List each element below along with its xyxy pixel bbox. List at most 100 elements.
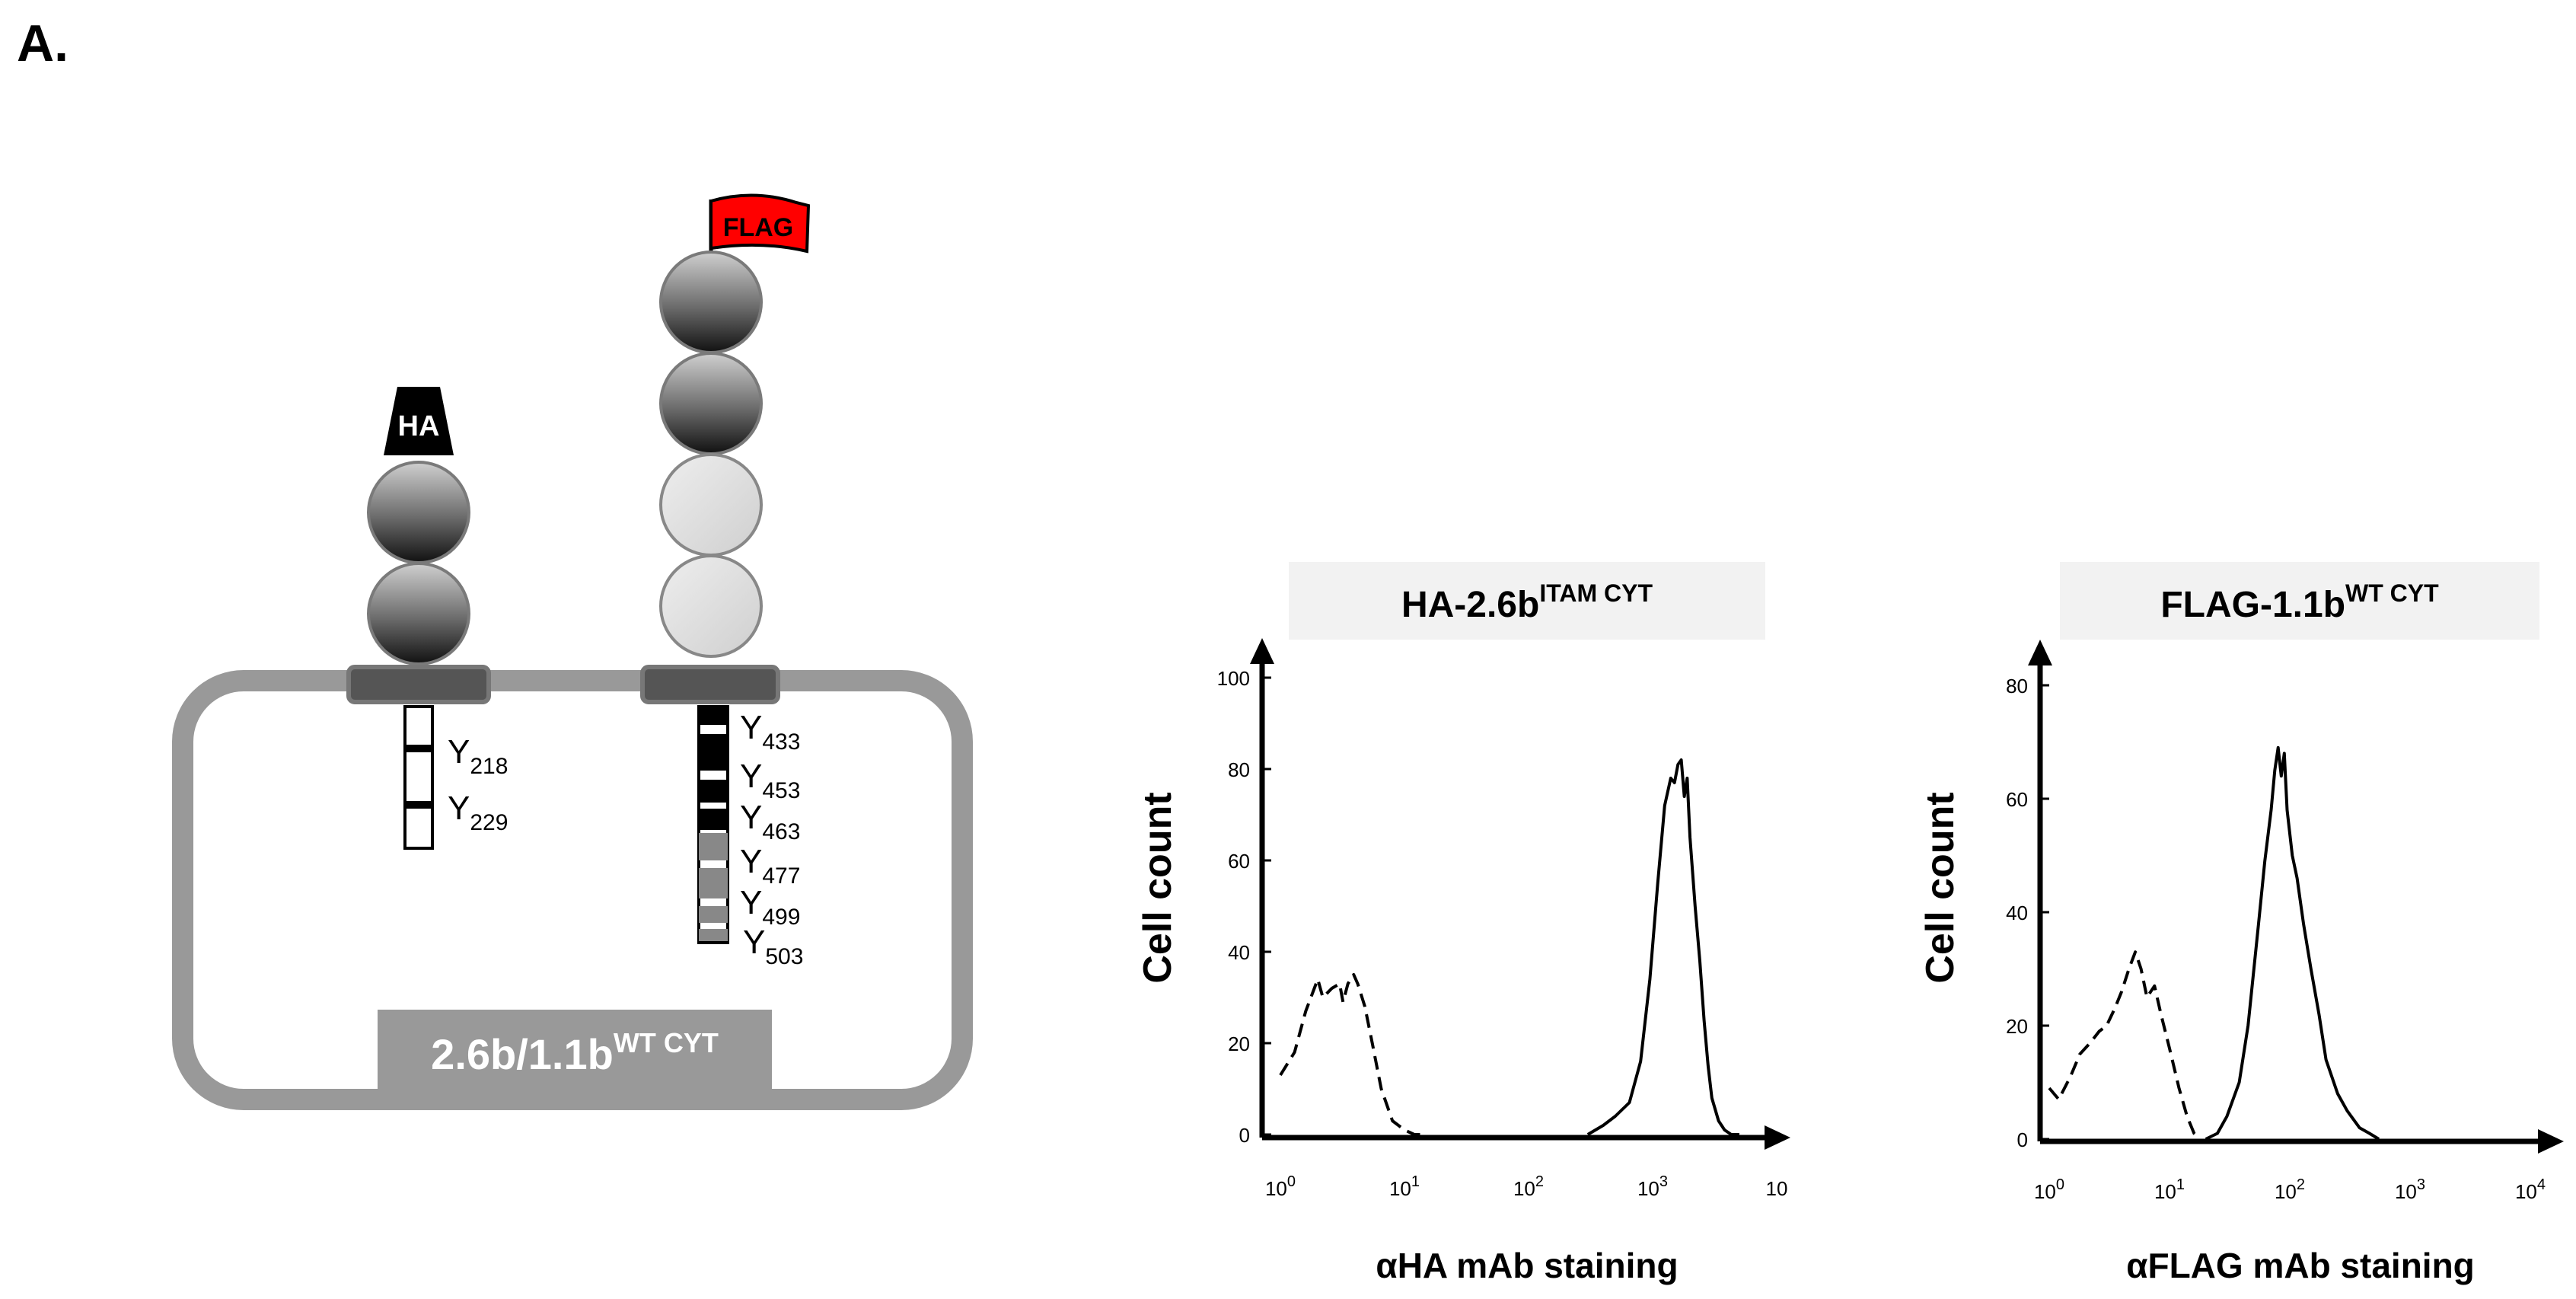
flag-tyr-label-1: Y433	[740, 709, 800, 755]
flag-tail-gray-1	[699, 833, 728, 860]
flag-tail-black-4	[699, 809, 728, 830]
histogram-ha: HA-2.6bITAM CYT Cell count αHA mAb stain…	[1136, 562, 1790, 1285]
x-tick-exp: 1	[2176, 1176, 2185, 1193]
chart-title-base: HA-2.6b	[1401, 585, 1539, 625]
x-axis-arrowhead	[1765, 1125, 1790, 1150]
x-tick-exp: 2	[2297, 1176, 2305, 1193]
flag-domain-1	[659, 251, 763, 354]
tyr-letter: Y	[448, 790, 470, 827]
ha-domain-2	[367, 562, 470, 665]
x-tick-exp: 1	[1411, 1173, 1420, 1190]
flag-tag-shape	[709, 193, 811, 254]
histogram-flag: FLAG-1.1bWT CYT Cell count αFLAG mAb sta…	[1918, 562, 2564, 1285]
y-tick-label: 80	[2006, 675, 2028, 697]
y-axis-label: Cell count	[1136, 792, 1180, 983]
y-tick-label: 0	[2017, 1128, 2028, 1151]
tyr-letter: Y	[740, 758, 762, 795]
y-tick-label: 40	[2006, 902, 2028, 924]
flag-tyr-label-6: Y503	[743, 924, 803, 969]
x-tick-label: 101	[2154, 1176, 2185, 1203]
x-tick-label: 103	[1637, 1173, 1668, 1200]
x-tick-exp: 0	[1287, 1173, 1296, 1190]
x-tick-label: 103	[2395, 1176, 2425, 1203]
ha-transmembrane	[346, 665, 491, 704]
x-tick-label: 102	[1513, 1173, 1544, 1200]
ha-tag-shape	[384, 387, 454, 455]
ha-itam-tyr-229	[405, 801, 432, 809]
x-tick-label: 104	[2515, 1176, 2546, 1203]
tyr-number: 463	[762, 819, 800, 844]
x-axis-label: αFLAG mAb staining	[2126, 1246, 2475, 1285]
chart-title: HA-2.6bITAM CYT	[1401, 579, 1653, 625]
flag-tail-black-3	[699, 780, 728, 803]
x-tick-base: 10	[2395, 1180, 2417, 1203]
x-tick-base: 10	[2515, 1180, 2537, 1203]
x-tick-label: 101	[1389, 1173, 1420, 1200]
flag-tyr-label-3: Y463	[740, 799, 800, 844]
y-axis-arrowhead	[1250, 638, 1274, 664]
x-tick-exp: 2	[1535, 1173, 1544, 1190]
y-tick-label: 60	[2006, 788, 2028, 811]
stained-trace	[2205, 745, 2380, 1141]
ha-receptor: HA Y218 Y229	[346, 387, 508, 850]
ha-cytoplasmic-tail	[403, 705, 434, 850]
chart-title-base: FLAG-1.1b	[2160, 585, 2345, 625]
construct-label-sup: WT CYT	[614, 1027, 719, 1058]
tyr-number: 433	[762, 729, 800, 755]
flag-tail-black-2	[699, 734, 728, 771]
flag-domain-4	[659, 554, 763, 658]
flag-tyr-label-5: Y499	[740, 884, 800, 930]
tyr-number: 503	[765, 944, 803, 969]
flag-tail-black-1	[699, 708, 728, 725]
x-tick-label: 102	[2275, 1176, 2305, 1203]
x-tick-base: 10	[1637, 1177, 1659, 1200]
flag-domain-3	[659, 453, 763, 557]
y-tick-label: 20	[1228, 1032, 1250, 1055]
tyr-number: 499	[762, 905, 800, 930]
x-tick-label: 100	[1265, 1173, 1296, 1200]
x-tick-exp: 3	[2417, 1176, 2425, 1193]
x-tick-base: 10	[2034, 1180, 2056, 1203]
x-tick-exp: 3	[1659, 1173, 1668, 1190]
flag-tag-label: FLAG	[723, 213, 794, 242]
ha-itam-tyr-218	[405, 745, 432, 752]
ha-tag-label: HA	[398, 410, 440, 442]
x-tick-base: 10	[2275, 1180, 2297, 1203]
flag-transmembrane	[640, 665, 780, 704]
x-tick-base: 10	[2154, 1180, 2176, 1203]
panel-label: A.	[17, 14, 69, 72]
flag-tyr-label-2: Y453	[740, 758, 800, 803]
flag-tail-gray-2	[699, 868, 728, 898]
flag-tyr-label-4: Y477	[740, 843, 800, 889]
chart-title-box	[1289, 562, 1765, 640]
construct-label: 2.6b/1.1bWT CYT	[431, 1027, 719, 1078]
x-tick-label: 100	[2034, 1176, 2064, 1203]
y-tick-label: 0	[1239, 1124, 1250, 1147]
isotype-control-trace	[1279, 973, 1427, 1136]
y-tick-label: 20	[2006, 1015, 2028, 1038]
construct-label-base: 2.6b/1.1b	[431, 1030, 614, 1078]
isotype-control-trace	[2048, 950, 2201, 1141]
flag-receptor: FLAG Y433 Y453 Y463 Y477 Y499 Y503	[640, 193, 811, 969]
x-tick-base: 10	[1766, 1177, 1788, 1200]
x-tick-label: 10	[1766, 1177, 1788, 1200]
tyr-letter: Y	[740, 843, 762, 880]
y-axis-arrowhead	[2028, 640, 2052, 665]
y-tick-label: 80	[1228, 758, 1250, 781]
ha-tyr-label-2: Y229	[448, 790, 508, 835]
chart-title-sup: ITAM CYT	[1539, 579, 1653, 607]
tyr-letter: Y	[448, 733, 470, 771]
tyr-letter: Y	[743, 924, 765, 961]
tyr-letter: Y	[740, 799, 762, 836]
chart-title-box	[2060, 562, 2539, 640]
x-axis-arrowhead	[2538, 1129, 2564, 1154]
tyr-letter: Y	[740, 709, 762, 746]
chart-title: FLAG-1.1bWT CYT	[2160, 579, 2439, 625]
x-tick-exp: 4	[2537, 1176, 2546, 1193]
tyr-number: 453	[762, 778, 800, 803]
tyr-number: 477	[762, 863, 800, 889]
x-tick-base: 10	[1389, 1177, 1411, 1200]
